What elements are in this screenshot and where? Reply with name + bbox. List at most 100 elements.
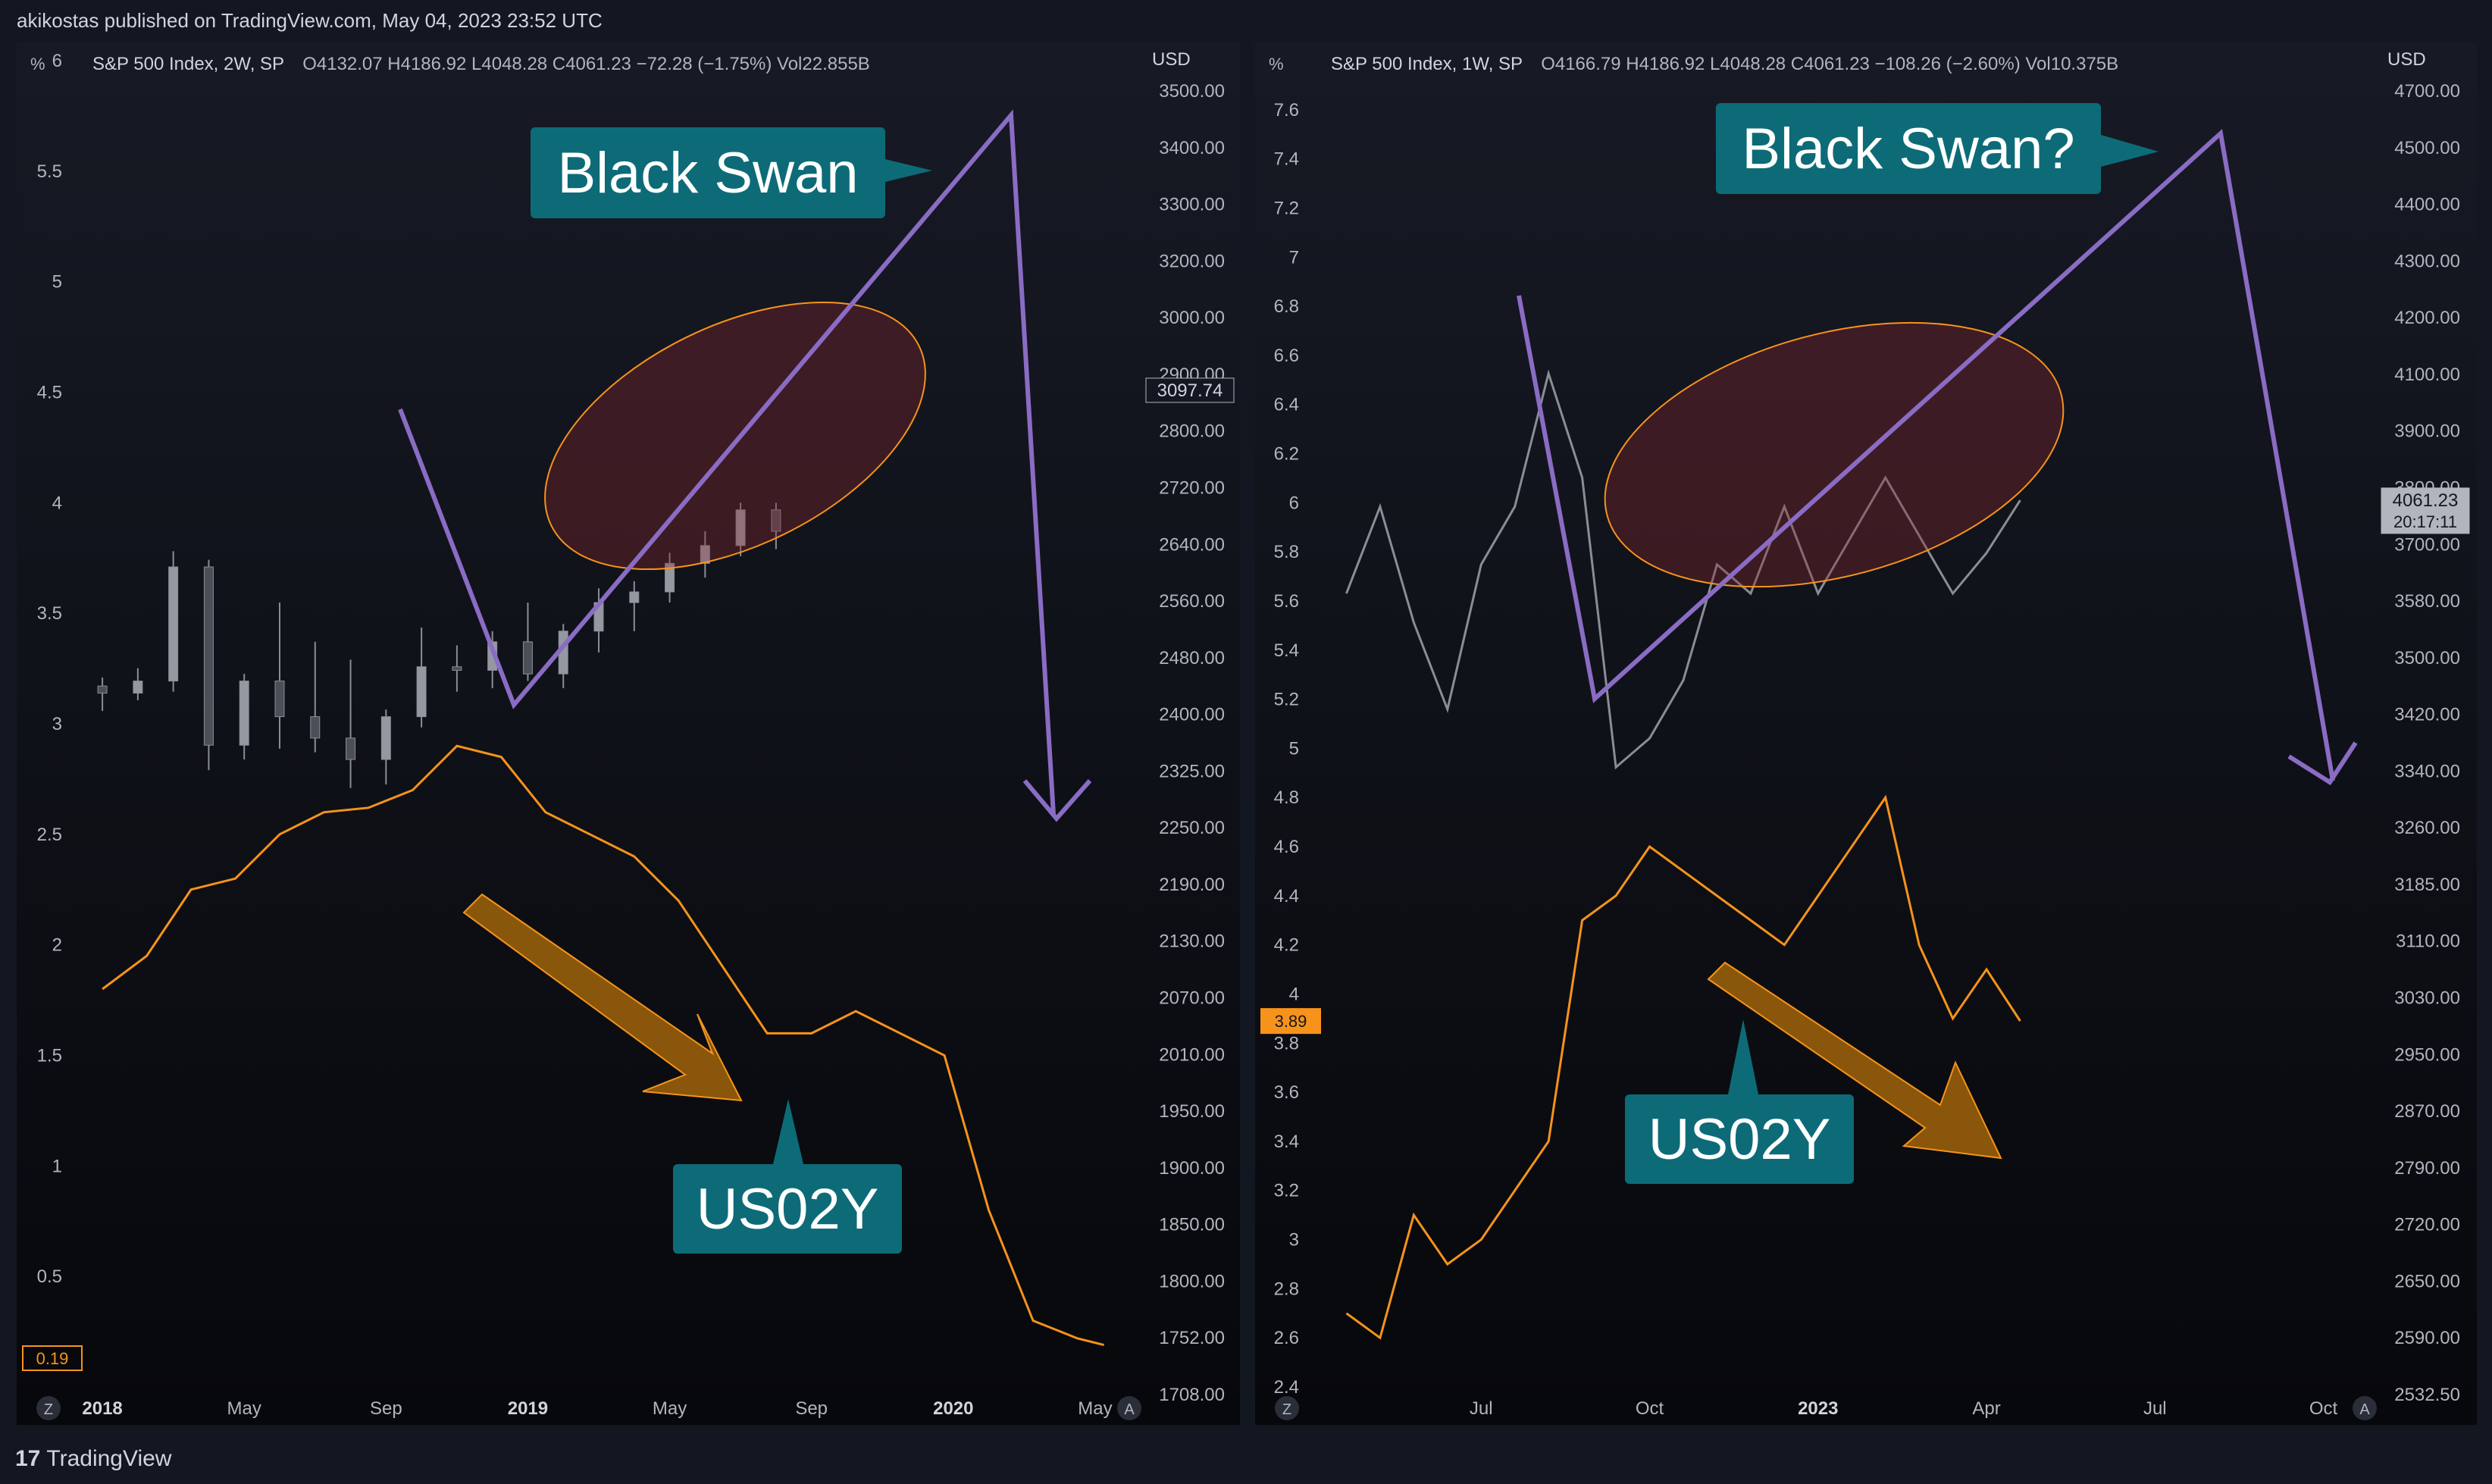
left-tick-label: 6 <box>1289 493 1299 513</box>
zoom-button-bg[interactable] <box>36 1396 61 1420</box>
left-tick-label: 7.2 <box>1274 198 1299 218</box>
left-tick-label: 7.4 <box>1274 149 1299 170</box>
callout-text: Black Swan? <box>1742 117 2074 181</box>
candle <box>735 502 746 556</box>
orange-down-arrow <box>462 893 743 1102</box>
left-tick-label: 1.5 <box>37 1046 62 1066</box>
auto-scale-button[interactable]: A <box>2353 1396 2377 1420</box>
right-tick-label: 2720.00 <box>2394 1215 2460 1235</box>
right-tick-label: 3185.00 <box>2394 875 2460 895</box>
purple-arrow-head <box>2287 741 2358 786</box>
candle-body <box>346 737 356 760</box>
candle <box>203 559 214 771</box>
right-tick-label: 2870.00 <box>2394 1101 2460 1122</box>
candle <box>97 677 108 712</box>
left-tick-label: 3 <box>1289 1230 1299 1251</box>
last-yield-label: 0.19 <box>22 1345 83 1371</box>
pane-background <box>17 42 1240 1425</box>
right-tick-label: 2190.00 <box>1159 875 1225 895</box>
right-tick-label: 1800.00 <box>1159 1271 1225 1291</box>
left-tick-label: 6.6 <box>1274 346 1299 366</box>
left-tick-label: 6 <box>52 51 62 71</box>
right-tick-label: 1752.00 <box>1159 1328 1225 1348</box>
left-tick-label: 4 <box>52 493 62 513</box>
left-tick-label: 2.8 <box>1274 1279 1299 1299</box>
right-tick-label: 2532.50 <box>2394 1385 2460 1405</box>
right-axis-unit: USD <box>2387 49 2426 70</box>
left-tick-label: 4.6 <box>1274 837 1299 857</box>
zoom-button-label: Z <box>1282 1401 1291 1418</box>
left-tick-label: 5.6 <box>1274 591 1299 612</box>
left-tick-label: 6.4 <box>1274 395 1299 415</box>
right-tick-label: 3030.00 <box>2394 988 2460 1009</box>
candle <box>416 627 427 728</box>
left-tick-label: 4.5 <box>37 383 62 403</box>
zoom-button[interactable]: Z <box>36 1396 61 1420</box>
auto-scale-button-bg[interactable] <box>2353 1396 2377 1420</box>
chart-title: S&P 500 Index, 2W, SP <box>92 54 284 74</box>
callout-tail <box>885 159 932 182</box>
left-tick-label: 2.4 <box>1274 1377 1299 1398</box>
candle <box>522 603 533 681</box>
left-tick-label: 2.5 <box>37 825 62 845</box>
right-tick-label: 1950.00 <box>1159 1101 1225 1122</box>
right-tick-label: 2720.00 <box>1159 477 1225 498</box>
chart-pane-2: % S&P 500 Index, 1W, SP O4166.79 H4186.92… <box>1255 42 2477 1425</box>
drawings <box>398 109 2358 1160</box>
right-tick-label: 2800.00 <box>1159 421 1225 442</box>
right-tick-label: 4700.00 <box>2394 81 2460 102</box>
auto-scale-button[interactable]: A <box>1117 1396 1141 1420</box>
callout-1: Black Swan <box>531 127 932 218</box>
right-tick-label: 2640.00 <box>1159 534 1225 555</box>
right-tick-label: 4100.00 <box>2394 365 2460 385</box>
right-tick-label: 2250.00 <box>1159 818 1225 838</box>
callout-2: US02Y <box>673 1099 902 1254</box>
candle-body <box>203 566 214 746</box>
last-yield-value: 0.19 <box>36 1349 69 1368</box>
left-tick-label: 3.8 <box>1274 1033 1299 1054</box>
left-tick-label: 5 <box>1289 738 1299 759</box>
zoom-button[interactable]: Z <box>1275 1396 1299 1420</box>
us02y-line <box>1345 794 2021 1340</box>
last-price-bg <box>2381 487 2470 534</box>
candle-body <box>665 562 675 593</box>
callout-tail <box>1728 1019 1758 1094</box>
left-tick-label: 5.5 <box>37 161 62 182</box>
auto-scale-button-label: A <box>1124 1401 1135 1418</box>
last-yield-bg <box>22 1345 83 1371</box>
published-text: akikostas published on TradingView.com, … <box>17 9 603 32</box>
right-tick-label: 3500.00 <box>1159 81 1225 102</box>
callout-box <box>531 127 885 218</box>
time-axis-label: 2019 <box>508 1398 548 1419</box>
right-tick-label: 2480.00 <box>1159 648 1225 668</box>
time-axis-label: May <box>227 1398 261 1419</box>
candle <box>168 551 179 692</box>
left-tick-label: 3.2 <box>1274 1181 1299 1201</box>
last-yield-value: 3.89 <box>1275 1012 1307 1031</box>
right-tick-label: 3500.00 <box>2394 648 2460 668</box>
tradingview-logo[interactable]: 17 TradingView <box>15 1446 171 1472</box>
pane-background <box>1255 42 2477 1425</box>
right-tick-label: 3200.00 <box>1159 251 1225 271</box>
highlight-ellipse <box>1604 321 2065 588</box>
candle-body <box>133 681 143 694</box>
left-tick-label: 5.8 <box>1274 542 1299 562</box>
left-tick-label: 5 <box>52 272 62 293</box>
tradingview-logo-icon: 17 <box>15 1446 41 1471</box>
left-tick-label: 3.6 <box>1274 1082 1299 1103</box>
candle-body <box>771 509 781 532</box>
candle-body <box>522 641 533 675</box>
purple-arrow-head <box>1022 779 1092 822</box>
right-tick-label: 2590.00 <box>2394 1328 2460 1348</box>
auto-scale-button-bg[interactable] <box>1117 1396 1141 1420</box>
ohlc-legend: O4166.79 H4186.92 L4048.28 C4061.23 −108… <box>1541 54 2118 74</box>
left-tick-label: 1 <box>52 1156 62 1176</box>
footer-brand: TradingView <box>46 1446 172 1471</box>
left-tick-label: 3.4 <box>1274 1132 1299 1152</box>
right-tick-label: 1900.00 <box>1159 1158 1225 1179</box>
zoom-button-bg[interactable] <box>1275 1396 1299 1420</box>
left-tick-label: 0.5 <box>37 1266 62 1287</box>
chart-pane-1: % S&P 500 Index, 2W, SP O4132.07 H4186.92… <box>17 42 1240 1425</box>
left-tick-label: 7.6 <box>1274 100 1299 121</box>
